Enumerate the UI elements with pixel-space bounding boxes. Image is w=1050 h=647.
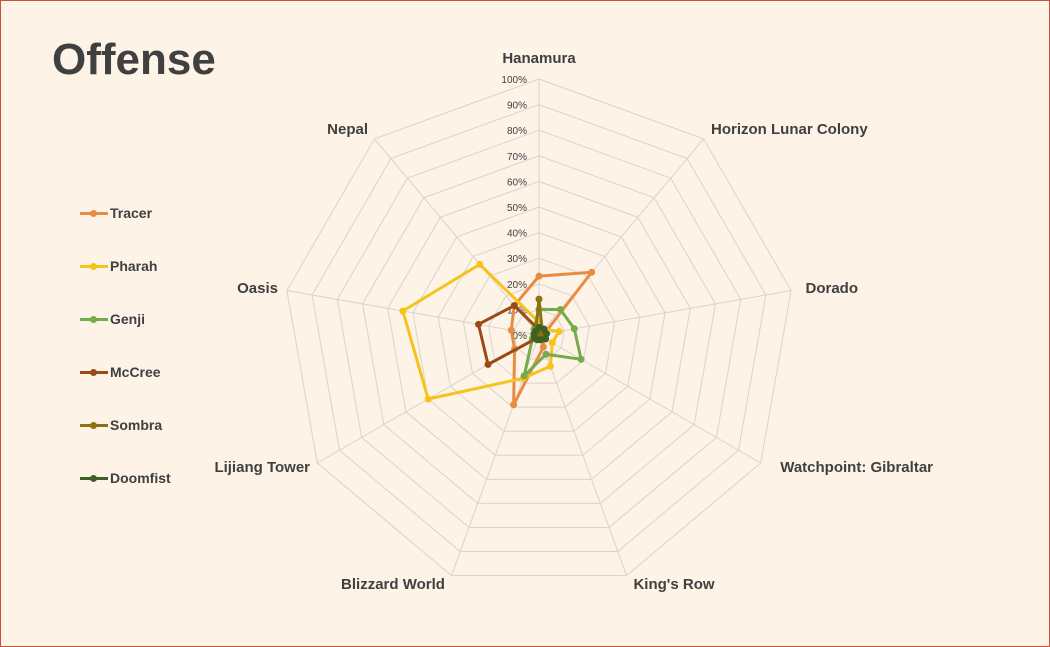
category-label: Blizzard World — [341, 576, 445, 593]
data-point — [555, 327, 563, 335]
legend-swatch — [80, 309, 108, 329]
tick-label: 60% — [507, 177, 527, 188]
data-point — [548, 339, 556, 347]
legend-item: McCree — [80, 362, 230, 415]
grid-ring — [488, 283, 590, 384]
tick-label: 80% — [507, 126, 527, 137]
legend: Tracer Pharah Genji McCree Sombra Doomfist — [80, 203, 230, 521]
data-point — [588, 268, 596, 276]
data-point — [556, 306, 564, 314]
grid-ring — [286, 78, 792, 577]
legend-label: McCree — [110, 364, 161, 380]
data-point — [510, 302, 518, 310]
grid-spoke — [538, 334, 628, 576]
grid-spoke — [538, 334, 761, 464]
data-point — [476, 260, 484, 268]
category-label: Lijiang Tower — [214, 459, 310, 476]
grid-ring — [387, 180, 691, 480]
legend-label: Tracer — [110, 205, 153, 221]
legend-item: Pharah — [80, 256, 230, 309]
tick-label: 20% — [507, 280, 527, 291]
grid-ring — [361, 155, 717, 504]
category-label: Dorado — [806, 280, 859, 297]
category-label: Oasis — [237, 280, 278, 297]
tick-label: 30% — [507, 254, 527, 265]
data-point — [520, 372, 528, 380]
data-point — [424, 395, 432, 403]
data-point — [577, 355, 585, 363]
legend-label: Genji — [110, 311, 146, 327]
grid-ring — [513, 308, 565, 360]
data-point — [535, 295, 543, 303]
tick-label: 10% — [507, 305, 527, 316]
legend-swatch — [80, 468, 108, 488]
legend-item: Tracer — [80, 203, 230, 256]
grid-spoke — [374, 138, 540, 336]
tick-label: 90% — [507, 101, 527, 112]
legend-swatch — [80, 256, 108, 276]
grid-ring — [437, 232, 641, 432]
legend-item: Sombra — [80, 415, 230, 468]
category-label: Hanamura — [502, 50, 576, 67]
series-line — [401, 262, 561, 401]
tick-label: 40% — [507, 229, 527, 240]
data-point — [543, 330, 551, 338]
grid-ring — [336, 129, 742, 528]
data-point — [535, 272, 543, 280]
tick-label: 50% — [507, 203, 527, 214]
category-label: Horizon Lunar Colony — [711, 121, 868, 138]
data-point — [484, 360, 492, 368]
data-point — [539, 343, 547, 351]
grid-ring — [462, 257, 616, 408]
legend-swatch — [80, 362, 108, 382]
legend-label: Doomfist — [110, 470, 171, 486]
legend-swatch — [80, 415, 108, 435]
data-point — [507, 326, 515, 334]
tick-label: 70% — [507, 152, 527, 163]
legend-item: Doomfist — [80, 468, 230, 521]
data-point — [474, 320, 482, 328]
data-point — [532, 327, 540, 335]
grid-spoke — [286, 290, 540, 336]
category-label: Nepal — [327, 121, 368, 138]
data-point — [542, 350, 550, 358]
data-point — [570, 325, 578, 333]
grid-ring — [311, 104, 767, 553]
data-point — [399, 307, 407, 315]
legend-label: Sombra — [110, 417, 163, 433]
grid-ring — [412, 206, 666, 456]
data-point — [510, 401, 518, 409]
category-label: King's Row — [633, 576, 714, 593]
grid-spoke — [538, 290, 792, 336]
legend-item: Genji — [80, 309, 230, 362]
category-label: Watchpoint: Gibraltar — [780, 459, 933, 476]
data-point — [546, 362, 554, 370]
legend-swatch — [80, 203, 108, 223]
chart-title: Offense — [52, 35, 216, 84]
legend-label: Pharah — [110, 258, 158, 274]
grid-spoke — [538, 138, 704, 336]
tick-label: 100% — [501, 75, 527, 86]
tick-label: 0% — [513, 331, 528, 342]
